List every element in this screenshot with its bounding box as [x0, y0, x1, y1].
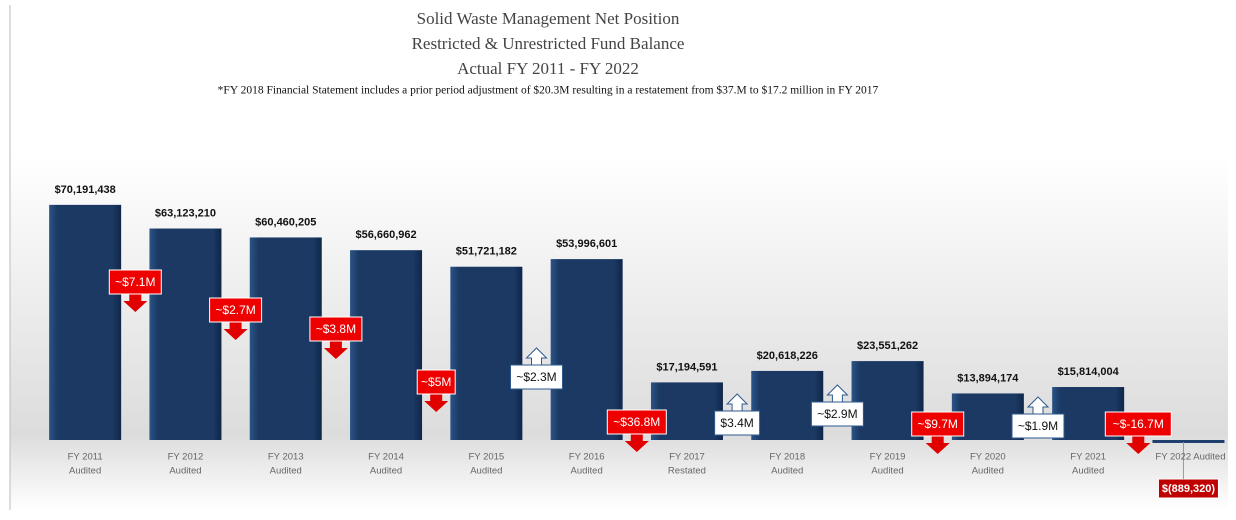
- data-label: $70,191,438: [55, 184, 116, 196]
- annotation-box: [209, 297, 263, 323]
- data-label: $51,721,182: [456, 246, 517, 258]
- x-tick-label: FY 2014: [368, 452, 404, 463]
- arrow: [424, 394, 449, 412]
- arrow: [826, 384, 849, 403]
- annotation-box: [510, 364, 563, 390]
- x-tick-label: FY 2013: [268, 452, 304, 463]
- arrow: [925, 436, 950, 454]
- arrow: [525, 347, 548, 366]
- annotation-box: [1011, 413, 1065, 439]
- annotation: ~$1.9M: [1018, 419, 1058, 433]
- arrow: [624, 434, 649, 452]
- x-tick-label: Audited: [169, 466, 201, 477]
- subtitle: *FY 2018 Financial Statement includes a …: [218, 84, 879, 97]
- annotation: ~$7.1M: [115, 275, 155, 289]
- arrow: [223, 322, 248, 340]
- annotation: ~$5M: [421, 375, 451, 389]
- annotation: ~$3.8M: [316, 322, 356, 336]
- chart-title: Restricted & Unrestricted Fund Balance: [412, 34, 685, 53]
- data-label: $63,123,210: [155, 207, 216, 219]
- arrow: [123, 294, 148, 312]
- annotation-box: [108, 269, 162, 295]
- x-tick-label: FY 2011: [68, 452, 103, 463]
- x-tick-label: Audited: [972, 466, 1004, 477]
- bar: [49, 204, 122, 440]
- annotation-box: [911, 411, 965, 437]
- x-tick-label: Audited: [871, 466, 903, 477]
- x-tick-label: Audited: [470, 466, 502, 477]
- annotation: ~$-16.7M: [1113, 417, 1164, 431]
- annotation-box: [1104, 411, 1172, 437]
- x-tick-label: FY 2021: [1070, 452, 1106, 463]
- data-label: $13,894,174: [957, 372, 1019, 384]
- arrow: [323, 341, 348, 359]
- annotation: ~$9.7M: [918, 417, 958, 431]
- x-tick-label: Restated: [668, 466, 706, 477]
- data-label: $15,814,004: [1058, 366, 1120, 378]
- data-label: $60,460,205: [255, 216, 316, 228]
- annotation: ~$2.9M: [817, 407, 857, 421]
- data-label: $(889,320): [1162, 483, 1216, 495]
- annotation: ~$36.8M: [613, 415, 660, 429]
- annotation-box: [309, 316, 363, 342]
- x-tick-label: FY 2012: [168, 452, 204, 463]
- bar: [149, 228, 222, 440]
- data-label: $23,551,262: [857, 340, 918, 352]
- arrow: [725, 393, 749, 412]
- x-tick-label: Audited: [771, 466, 803, 477]
- x-tick-label: FY 2020: [970, 452, 1006, 463]
- x-tick-label: FY 2017: [669, 452, 705, 463]
- x-tick-label: FY 2022 Audited: [1155, 452, 1225, 463]
- x-tick-label: FY 2015: [468, 452, 504, 463]
- bar: [1152, 440, 1225, 443]
- bar: [350, 250, 423, 440]
- x-tick-label: FY 2016: [569, 452, 605, 463]
- x-tick-label: FY 2018: [769, 452, 805, 463]
- data-label: $17,194,591: [656, 361, 717, 373]
- bar: [450, 266, 523, 440]
- annotation-box: [416, 369, 456, 395]
- annotation-box: [810, 401, 864, 427]
- x-tick-label: FY 2019: [870, 452, 906, 463]
- chart-title: Actual FY 2011 - FY 2022: [457, 59, 639, 78]
- chart-title: Solid Waste Management Net Position: [417, 9, 680, 28]
- data-label-box: [1157, 478, 1219, 499]
- annotation-box: [606, 409, 667, 435]
- data-label: $20,618,226: [757, 350, 818, 362]
- annotation: ~$2.3M: [516, 370, 556, 384]
- x-tick-label: Audited: [1072, 466, 1104, 477]
- x-tick-label: Audited: [270, 466, 302, 477]
- x-tick-label: Audited: [370, 466, 402, 477]
- data-label: $53,996,601: [556, 238, 617, 250]
- annotation: ~$2.7M: [215, 303, 255, 317]
- x-tick-label: Audited: [69, 466, 101, 477]
- annotation: $3.4M: [720, 416, 753, 430]
- arrow: [1126, 436, 1151, 454]
- annotation-box: [714, 410, 761, 436]
- data-label: $56,660,962: [355, 229, 416, 241]
- x-tick-label: Audited: [571, 466, 603, 477]
- arrow: [1026, 396, 1050, 415]
